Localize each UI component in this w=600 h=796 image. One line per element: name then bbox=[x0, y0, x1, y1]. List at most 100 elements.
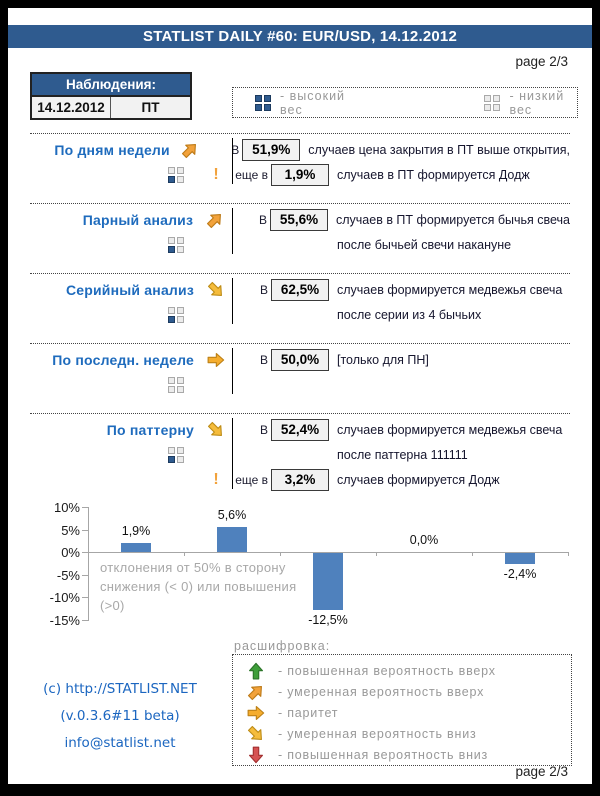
y-axis-tick bbox=[82, 574, 88, 576]
weight-squares-icon bbox=[168, 306, 184, 323]
square-outline bbox=[177, 446, 184, 454]
section-label: По последн. неделе bbox=[52, 351, 194, 368]
section-row: По паттерну В 52,4% случаев формируется мед… bbox=[30, 417, 570, 442]
x-axis-tick bbox=[280, 552, 281, 556]
section-divider-line bbox=[232, 278, 233, 324]
square-outline bbox=[484, 94, 492, 102]
decoder-item-label: - повышенная вероятность вверх bbox=[278, 663, 496, 678]
section-icon-column bbox=[200, 281, 232, 299]
stat-description: случаев формируется Додж bbox=[337, 472, 500, 487]
section-icon-column bbox=[200, 421, 232, 439]
stat-prefix: еще в bbox=[235, 472, 268, 487]
stat-prefix: В bbox=[231, 142, 240, 157]
weight-squares-icon bbox=[168, 166, 184, 183]
report-title: STATLIST DAILY #60: EUR/USD, 14.12.2012 bbox=[142, 28, 458, 45]
section-content: после паттерна 111111 bbox=[232, 445, 570, 465]
section-4: По последн. неделе В 50,0% [только для ПН] bbox=[30, 343, 570, 397]
section-content: В 50,0% [только для ПН] bbox=[232, 348, 570, 371]
y-axis-tick bbox=[82, 529, 88, 531]
chart-data-label: -2,4% bbox=[503, 566, 537, 581]
page-number-bottom: page 2/3 bbox=[515, 764, 568, 779]
square-filled bbox=[168, 245, 175, 253]
section-2: Парный анализ В 55,6% случаев в ПТ формируе… bbox=[30, 203, 570, 257]
copyright-block: (c) http://STATLIST.NET (v.0.3.6#11 beta… bbox=[20, 676, 220, 757]
x-axis-tick bbox=[472, 552, 473, 556]
square-outline bbox=[493, 103, 501, 111]
observations-table: Наблюдения: 14.12.2012 ПТ bbox=[30, 72, 192, 120]
section-content: В 55,6% случаев в ПТ формируется бычья све… bbox=[231, 208, 570, 231]
decoder-item: - повышенная вероятность вверх bbox=[247, 660, 571, 681]
stat-prefix: еще в bbox=[235, 167, 268, 182]
section-icon-column: ! bbox=[200, 166, 232, 184]
section-content: еще в 3,2% случаев формируется Додж bbox=[232, 468, 570, 491]
y-axis-tick-label: 0% bbox=[61, 545, 80, 561]
deviation-bar-chart: отклонения от 50% в сторону снижения (< … bbox=[8, 8, 592, 784]
square-outline bbox=[493, 94, 501, 102]
copyright-link[interactable]: (c) http://STATLIST.NET bbox=[43, 681, 197, 697]
decoder-item-label: - умеренная вероятность вверх bbox=[278, 684, 485, 699]
section-content: после серии из 4 бычьих bbox=[232, 305, 570, 325]
section-row: после паттерна 111111 bbox=[30, 442, 570, 467]
section-left-column: Серийный анализ bbox=[30, 282, 200, 298]
weight-squares-icon bbox=[168, 236, 184, 253]
section-5: По паттерну В 52,4% случаев формируется мед… bbox=[30, 413, 570, 492]
section-left-column bbox=[30, 446, 200, 463]
arrow-down-right-icon bbox=[207, 281, 225, 299]
x-axis-tick bbox=[376, 552, 377, 556]
section-row: ! еще в 3,2% случаев формируется Додж bbox=[30, 467, 570, 492]
email-link[interactable]: info@statlist.net bbox=[64, 735, 176, 751]
arrow-down-icon bbox=[247, 746, 265, 764]
stat-description: после бычьей свечи накануне bbox=[337, 237, 512, 252]
square-outline bbox=[177, 455, 184, 463]
square-outline bbox=[168, 306, 175, 314]
stat-value-box: 1,9% bbox=[271, 163, 329, 186]
exclamation-icon: ! bbox=[213, 470, 219, 488]
square-outline bbox=[177, 315, 184, 323]
y-axis-tick-label: -15% bbox=[49, 613, 80, 628]
square-filled bbox=[168, 315, 175, 323]
section-left-column bbox=[30, 236, 200, 253]
weight-squares-icon bbox=[255, 94, 271, 111]
square-outline bbox=[168, 446, 175, 454]
chart-data-label: 1,9% bbox=[121, 524, 151, 539]
stat-description: [только для ПН] bbox=[337, 352, 429, 367]
section-divider-line bbox=[232, 208, 233, 254]
section-icon-column bbox=[199, 211, 231, 229]
square-outline bbox=[177, 306, 184, 314]
section-content: В 51,9% случаев цена закрытия в ПТ выше от… bbox=[203, 138, 570, 161]
stat-value-box: 55,6% bbox=[270, 208, 328, 231]
chart-bar bbox=[505, 553, 535, 564]
section-row: после бычьей свечи накануне bbox=[30, 232, 570, 257]
weight-legend-low-label: - низкий вес bbox=[509, 88, 565, 117]
section-row: ! еще в 1,9% случаев в ПТ формируется Додж bbox=[30, 162, 570, 187]
zero-line bbox=[88, 552, 568, 553]
section-row bbox=[30, 372, 570, 397]
section-left-column: По дням недели bbox=[30, 142, 176, 158]
observations-row: 14.12.2012 ПТ bbox=[32, 97, 190, 118]
section-divider-line bbox=[232, 418, 233, 489]
stat-prefix: В bbox=[259, 352, 268, 367]
section-divider-line bbox=[232, 138, 233, 184]
chart-bar bbox=[313, 553, 343, 610]
weight-squares-icon bbox=[168, 376, 184, 393]
section-row: По дням недели В 51,9% случаев цена закрыти… bbox=[30, 137, 570, 162]
decoder-item: - умеренная вероятность вниз bbox=[247, 723, 571, 744]
stat-value-box: 62,5% bbox=[271, 278, 329, 301]
observations-header: Наблюдения: bbox=[32, 74, 190, 97]
square-outline bbox=[168, 166, 175, 174]
square-outline bbox=[177, 385, 184, 393]
decoder-item: - паритет bbox=[247, 702, 571, 723]
section-left-column bbox=[30, 376, 200, 393]
decoder-item-label: - паритет bbox=[278, 705, 339, 720]
section-row: Парный анализ В 55,6% случаев в ПТ формируе… bbox=[30, 207, 570, 232]
version-label: (v.0.3.6#11 beta) bbox=[60, 708, 180, 724]
section-left-column: По последн. неделе bbox=[30, 352, 200, 368]
stat-description: случаев цена закрытия в ПТ выше открытия… bbox=[308, 142, 570, 157]
square-outline bbox=[177, 376, 184, 384]
x-axis-tick bbox=[568, 552, 569, 556]
arrow-up-icon bbox=[247, 662, 265, 680]
square-outline bbox=[177, 236, 184, 244]
square-filled bbox=[255, 103, 262, 111]
section-row: после серии из 4 бычьих bbox=[30, 302, 570, 327]
